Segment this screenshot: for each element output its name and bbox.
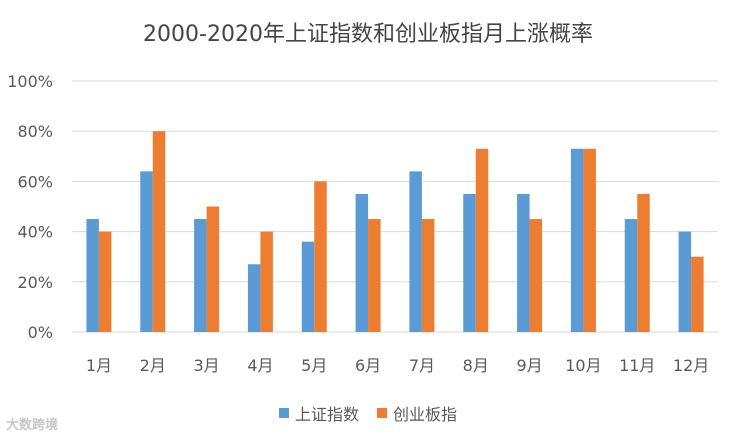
- bar-shanghai-4: [247, 264, 261, 332]
- legend-swatch-shanghai: [278, 408, 289, 418]
- bar-chinext-4: [260, 231, 273, 332]
- bar-chinext-10: [583, 148, 596, 332]
- chart-title: 2000-2020年上证指数和创业板指月上涨概率: [143, 22, 593, 47]
- legend-swatch-chinext: [377, 408, 387, 418]
- legend-label-shanghai: 上证指数: [294, 405, 359, 424]
- bar-shanghai-11: [624, 219, 638, 332]
- x-tick-label: 10月: [565, 356, 601, 375]
- x-tick-label: 7月: [409, 356, 435, 375]
- bar-shanghai-2: [140, 171, 153, 332]
- bar-shanghai-12: [678, 231, 692, 332]
- bar-chinext-3: [206, 206, 220, 332]
- bar-shanghai-6: [355, 193, 369, 332]
- x-tick-label: 8月: [463, 356, 489, 375]
- x-tick-label: 4月: [247, 356, 273, 375]
- legend-item-shanghai: 上证指数: [278, 401, 359, 425]
- bar-shanghai-10: [570, 148, 584, 332]
- x-tick-label: 12月: [673, 356, 709, 375]
- y-tick-label: 20%: [17, 273, 53, 292]
- y-tick-label: 40%: [17, 223, 53, 242]
- x-tick-label: 2月: [140, 356, 166, 375]
- bar-shanghai-7: [409, 171, 422, 332]
- bar-shanghai-3: [194, 219, 207, 332]
- bar-chinext-12: [691, 256, 704, 332]
- bar-chinext-1: [98, 231, 112, 332]
- bar-chinext-7: [421, 219, 435, 332]
- x-tick-label: 1月: [86, 356, 112, 375]
- bar-chinext-11: [637, 193, 650, 332]
- bar-chinext-6: [368, 219, 381, 332]
- y-tick-label: 100%: [7, 72, 53, 91]
- legend-label-chinext: 创业板指: [393, 405, 458, 424]
- bar-chinext-5: [314, 181, 327, 332]
- y-tick-label: 60%: [17, 172, 53, 191]
- x-tick-label: 11月: [619, 356, 655, 375]
- x-tick-label: 6月: [355, 356, 381, 375]
- x-tick-label: 5月: [301, 356, 327, 375]
- x-tick-label: 9月: [516, 356, 542, 375]
- bar-shanghai-1: [86, 219, 99, 332]
- y-tick-label: 80%: [17, 122, 53, 141]
- x-tick-label: 3月: [193, 356, 219, 375]
- y-tick-label: 0%: [28, 323, 53, 342]
- bar-shanghai-5: [301, 241, 315, 332]
- watermark-logo: 大数跨境: [6, 418, 59, 433]
- bar-chinext-9: [529, 219, 543, 332]
- legend: 上证指数 创业板指: [0, 401, 736, 425]
- legend-item-chinext: 创业板指: [377, 401, 457, 425]
- bar-shanghai-8: [463, 193, 476, 332]
- bar-chinext-8: [475, 148, 489, 332]
- bar-chinext-2: [152, 131, 166, 332]
- bar-shanghai-9: [517, 193, 530, 332]
